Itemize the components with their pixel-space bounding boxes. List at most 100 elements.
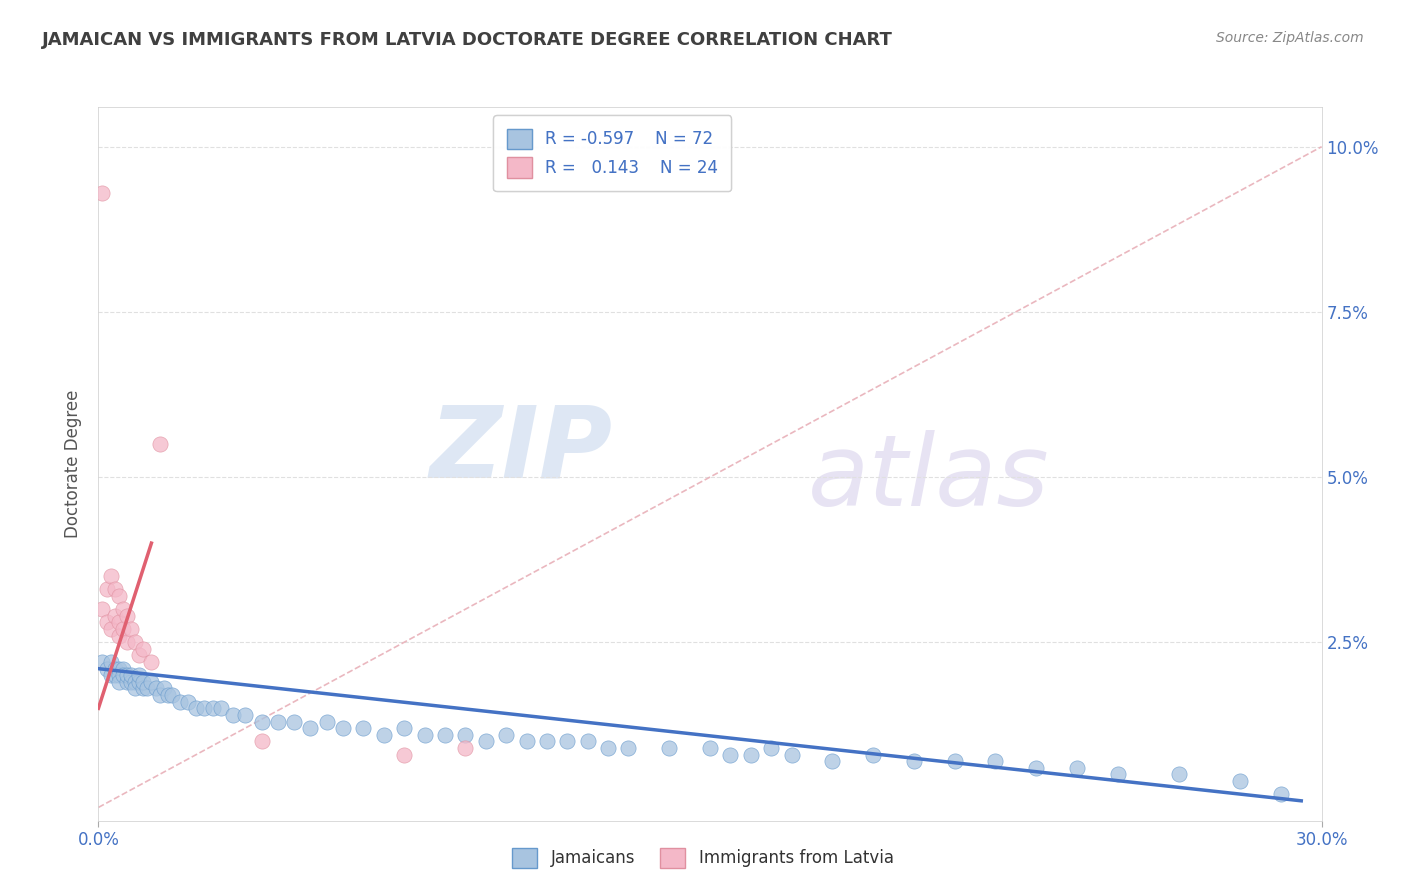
Point — [201, 701, 224, 715]
Point — [392, 721, 416, 735]
Point — [434, 728, 457, 742]
Point — [108, 615, 131, 630]
Point — [943, 754, 966, 768]
Point — [392, 747, 416, 762]
Point — [100, 668, 122, 682]
Point — [373, 728, 395, 742]
Point — [315, 714, 337, 729]
Point — [149, 437, 172, 451]
Point — [111, 662, 134, 676]
Point — [1025, 761, 1047, 775]
Point — [413, 728, 436, 742]
Text: atlas: atlas — [808, 430, 1049, 526]
Point — [91, 602, 114, 616]
Point — [474, 734, 498, 748]
Point — [108, 668, 131, 682]
Point — [115, 668, 138, 682]
Point — [984, 754, 1007, 768]
Point — [111, 622, 134, 636]
Point — [222, 707, 245, 722]
Point — [124, 681, 146, 696]
Text: JAMAICAN VS IMMIGRANTS FROM LATVIA DOCTORATE DEGREE CORRELATION CHART: JAMAICAN VS IMMIGRANTS FROM LATVIA DOCTO… — [42, 31, 893, 49]
Point — [740, 747, 762, 762]
Point — [557, 734, 579, 748]
Point — [132, 681, 155, 696]
Point — [780, 747, 803, 762]
Point — [209, 701, 232, 715]
Point — [132, 674, 155, 689]
Point — [124, 635, 146, 649]
Point — [193, 701, 215, 715]
Point — [761, 741, 783, 756]
Point — [108, 674, 131, 689]
Point — [104, 582, 127, 597]
Point — [720, 747, 742, 762]
Point — [96, 662, 118, 676]
Point — [111, 602, 134, 616]
Point — [149, 688, 172, 702]
Point — [132, 641, 155, 656]
Point — [104, 608, 127, 623]
Point — [108, 662, 131, 676]
Point — [96, 582, 118, 597]
Point — [352, 721, 374, 735]
Point — [267, 714, 290, 729]
Point — [156, 688, 179, 702]
Point — [124, 674, 146, 689]
Point — [120, 668, 142, 682]
Point — [100, 622, 122, 636]
Point — [617, 741, 640, 756]
Legend: Jamaicans, Immigrants from Latvia: Jamaicans, Immigrants from Latvia — [506, 841, 900, 875]
Point — [108, 629, 131, 643]
Point — [96, 615, 118, 630]
Point — [128, 668, 150, 682]
Point — [699, 741, 721, 756]
Point — [658, 741, 681, 756]
Point — [91, 186, 114, 200]
Point — [115, 608, 138, 623]
Point — [454, 741, 477, 756]
Point — [332, 721, 354, 735]
Point — [1167, 767, 1189, 781]
Point — [598, 741, 620, 756]
Legend: R = -0.597    N = 72, R =   0.143    N = 24: R = -0.597 N = 72, R = 0.143 N = 24 — [494, 115, 731, 191]
Point — [141, 674, 163, 689]
Point — [160, 688, 183, 702]
Point — [128, 674, 150, 689]
Point — [177, 695, 200, 709]
Point — [136, 681, 159, 696]
Text: ZIP: ZIP — [429, 401, 612, 498]
Point — [141, 655, 163, 669]
Point — [111, 668, 134, 682]
Point — [862, 747, 884, 762]
Point — [115, 635, 138, 649]
Point — [903, 754, 925, 768]
Point — [1066, 761, 1088, 775]
Point — [233, 707, 256, 722]
Point — [454, 728, 477, 742]
Point — [536, 734, 558, 748]
Point — [516, 734, 538, 748]
Point — [100, 569, 122, 583]
Point — [283, 714, 305, 729]
Point — [169, 695, 191, 709]
Point — [91, 655, 114, 669]
Point — [1107, 767, 1129, 781]
Point — [250, 734, 273, 748]
Point — [120, 622, 142, 636]
Point — [250, 714, 273, 729]
Point — [1270, 787, 1292, 801]
Point — [145, 681, 167, 696]
Point — [120, 674, 142, 689]
Point — [299, 721, 322, 735]
Point — [115, 674, 138, 689]
Text: Source: ZipAtlas.com: Source: ZipAtlas.com — [1216, 31, 1364, 45]
Point — [186, 701, 208, 715]
Point — [576, 734, 599, 748]
Point — [104, 662, 127, 676]
Point — [104, 668, 127, 682]
Point — [128, 648, 150, 663]
Point — [100, 655, 122, 669]
Point — [152, 681, 174, 696]
Point — [821, 754, 844, 768]
